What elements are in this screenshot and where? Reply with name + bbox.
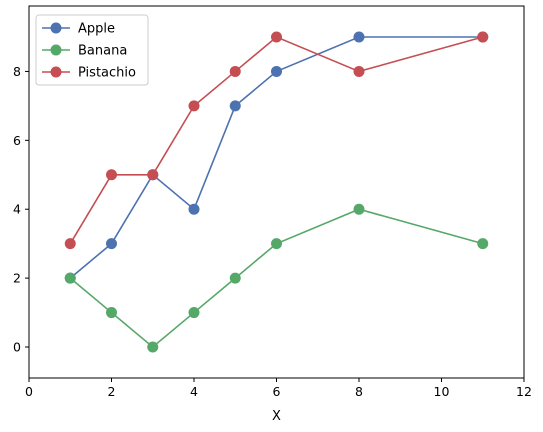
y-tick-label: 0 — [13, 340, 21, 355]
data-point — [188, 203, 200, 215]
y-tick-label: 6 — [13, 133, 21, 148]
y-tick-label: 8 — [13, 64, 21, 79]
plot-area-frame — [28, 5, 525, 379]
data-point — [353, 203, 365, 215]
y-axis: 0 2 4 6 8 — [13, 64, 29, 355]
x-axis-label: X — [272, 409, 281, 424]
data-point — [229, 65, 241, 77]
data-point — [64, 238, 76, 250]
legend-item-apple: Apple — [42, 22, 115, 37]
legend-label: Pistachio — [78, 66, 136, 81]
series-pistachio — [64, 31, 489, 250]
legend-item-pistachio: Pistachio — [42, 66, 136, 81]
data-point — [353, 31, 365, 43]
legend-item-banana: Banana — [42, 44, 127, 59]
x-tick-label: 4 — [190, 384, 198, 399]
data-point — [353, 65, 365, 77]
x-tick-label: 12 — [516, 384, 532, 399]
x-tick-label: 8 — [355, 384, 363, 399]
data-point — [477, 31, 489, 43]
data-point — [271, 65, 282, 77]
x-tick-label: 2 — [108, 384, 116, 399]
legend-marker — [50, 22, 62, 34]
data-point — [188, 100, 200, 112]
data-point — [106, 238, 117, 250]
data-point — [188, 307, 200, 319]
legend-label: Apple — [78, 22, 115, 37]
series-layer — [64, 31, 489, 353]
legend-frame — [35, 14, 149, 86]
x-tick-label: 6 — [273, 384, 281, 399]
legend-marker — [50, 44, 62, 56]
data-point — [271, 238, 282, 250]
x-axis: 0 2 4 6 8 10 12 — [25, 378, 532, 399]
data-point — [229, 100, 241, 112]
legend-marker — [50, 66, 62, 78]
y-tick-label: 2 — [13, 271, 21, 286]
legend-label: Banana — [78, 44, 127, 59]
data-point — [147, 341, 159, 353]
data-point — [106, 169, 117, 181]
x-tick-label: 10 — [434, 384, 450, 399]
x-tick-label: 0 — [25, 384, 33, 399]
series-line — [69, 208, 483, 349]
data-point — [477, 238, 489, 250]
series-line — [69, 36, 483, 245]
data-point — [106, 307, 117, 319]
data-point — [271, 31, 282, 43]
series-banana — [64, 203, 489, 353]
data-point — [147, 169, 159, 181]
y-tick-label: 4 — [13, 202, 21, 217]
legend: Apple Banana Pistachio — [35, 14, 149, 86]
data-point — [64, 272, 76, 284]
series-line — [69, 36, 483, 279]
data-point — [229, 272, 241, 284]
